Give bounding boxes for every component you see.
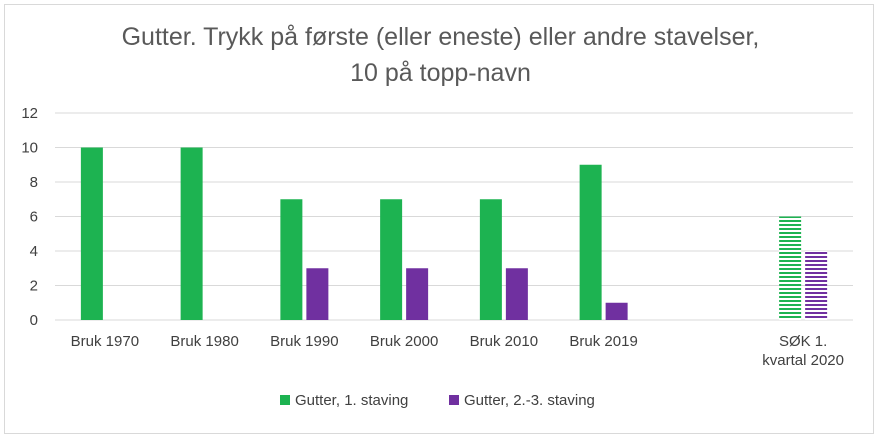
bar-stress-first-syllable [280, 199, 303, 320]
bars [80, 147, 828, 320]
bar-stress-first-syllable [779, 216, 802, 320]
y-tick-label: 8 [30, 174, 38, 191]
bar-stress-second-third-syllable [805, 251, 828, 320]
y-tick-label: 6 [30, 209, 38, 226]
x-category-label: SØK 1. [779, 333, 827, 350]
bar-stress-first-syllable [80, 147, 103, 320]
bar-stress-second-third-syllable [605, 302, 628, 320]
bar-stress-first-syllable [579, 164, 602, 320]
bar-stress-first-syllable [380, 199, 403, 320]
bar-stress-second-third-syllable [306, 268, 329, 320]
legend: Gutter, 1. staving Gutter, 2.-3. staving [280, 392, 595, 409]
legend-label: Gutter, 1. staving [295, 392, 408, 409]
bar-stress-first-syllable [180, 147, 203, 320]
bar-stress-second-third-syllable [406, 268, 429, 320]
y-axis-ticks: 0 2 4 6 8 10 12 [21, 105, 38, 329]
x-category-label: Bruk 1970 [71, 333, 139, 350]
bar-stress-second-third-syllable [505, 268, 528, 320]
y-tick-label: 0 [30, 312, 38, 329]
legend-swatch [280, 395, 290, 405]
x-category-label: Bruk 2010 [470, 333, 538, 350]
x-category-label: Bruk 2000 [370, 333, 438, 350]
y-tick-label: 10 [21, 140, 38, 157]
legend-swatch [449, 395, 459, 405]
x-category-label: Bruk 1990 [270, 333, 338, 350]
x-axis-labels: Bruk 1970 Bruk 1980 Bruk 1990 Bruk 2000 Bruk… [71, 333, 844, 369]
x-category-label: Bruk 1980 [170, 333, 238, 350]
legend-label: Gutter, 2.-3. staving [464, 392, 595, 409]
chart-frame [4, 4, 874, 434]
y-tick-label: 12 [21, 105, 38, 122]
gridlines [55, 112, 853, 321]
x-category-label: kvartal 2020 [762, 352, 844, 369]
y-tick-label: 4 [30, 243, 38, 260]
y-tick-label: 2 [30, 278, 38, 295]
bar-stress-first-syllable [479, 199, 502, 320]
chart-title-line-2: 10 på topp-navn [350, 59, 531, 87]
x-category-label: Bruk 2019 [569, 333, 637, 350]
chart-title-line-1: Gutter. Trykk på første (eller eneste) e… [121, 23, 760, 51]
